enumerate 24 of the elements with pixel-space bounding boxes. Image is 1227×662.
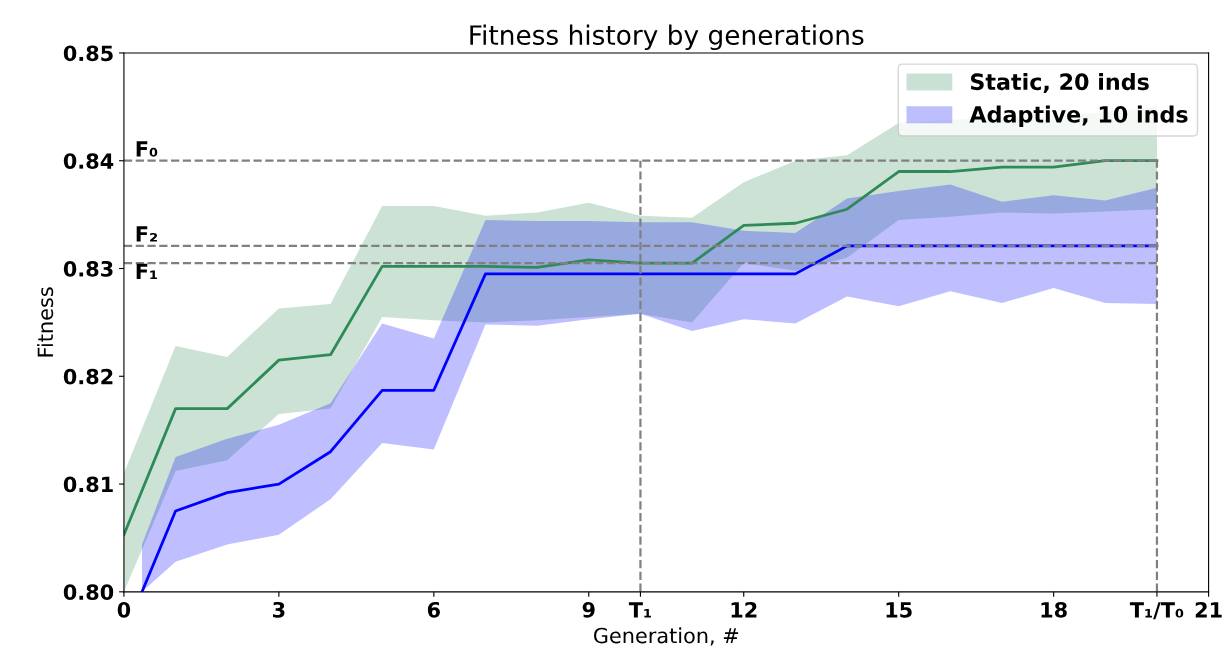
x-tick-label: 21: [1195, 601, 1222, 618]
y-tick-label: 0.83: [63, 260, 113, 277]
x-tick-label: 6: [427, 601, 440, 618]
x-tick-label: 15: [886, 602, 912, 618]
y-tick-label: 0.80: [63, 584, 114, 601]
x-tick-label: 9: [582, 601, 595, 618]
x-tick-label: 3: [273, 601, 285, 618]
ref-line-label: F₀: [136, 141, 158, 157]
x-tick-label: 18: [1041, 601, 1067, 618]
y-tick-label: 0.82: [63, 368, 113, 385]
y-tick-label: 0.81: [63, 476, 113, 493]
legend-label: Static, 20 inds: [970, 72, 1149, 93]
legend-label: Adaptive, 10 inds: [969, 105, 1188, 128]
y-tick-label: 0.84: [63, 153, 114, 169]
y-axis-title: Fitness: [37, 287, 54, 357]
ref-line-label: F₂: [136, 226, 157, 242]
chart-title: Fitness history by generations: [470, 24, 864, 51]
ref-line-label: F₁: [136, 263, 157, 280]
x-tick-label: 12: [731, 601, 757, 618]
x-axis-title: Generation, #: [593, 627, 739, 646]
y-tick-label: 0.85: [63, 45, 113, 62]
x-tick-label: T₁/T₀: [1129, 602, 1184, 620]
x-tick-label: T₁: [628, 602, 651, 618]
x-tick-label: 0: [117, 601, 131, 618]
